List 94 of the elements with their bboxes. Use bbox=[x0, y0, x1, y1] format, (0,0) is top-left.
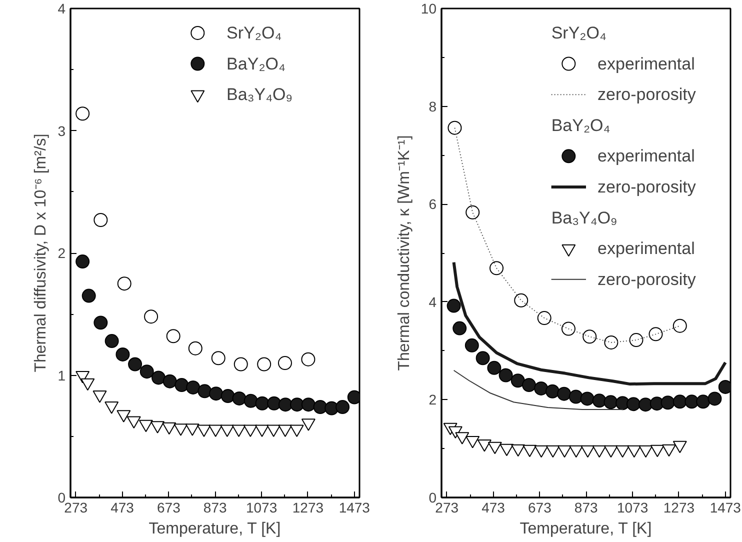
x-tick-label: 873 bbox=[574, 500, 598, 516]
x-tick-label: 673 bbox=[157, 500, 181, 516]
point bbox=[257, 357, 272, 372]
x-tick-label: 273 bbox=[435, 500, 459, 516]
point bbox=[151, 370, 166, 385]
y-tick-label: 10 bbox=[420, 0, 437, 16]
point bbox=[92, 390, 107, 403]
legend-label: zero-porosity bbox=[598, 85, 696, 104]
y-tick-label: 4 bbox=[428, 294, 437, 310]
y-tick-label: 4 bbox=[58, 0, 66, 16]
point bbox=[220, 389, 235, 404]
x-tick-label: 1073 bbox=[246, 500, 278, 516]
point bbox=[128, 357, 142, 372]
point bbox=[166, 329, 180, 344]
point bbox=[209, 386, 224, 401]
y-tick-label: 2 bbox=[58, 245, 66, 261]
point bbox=[188, 341, 202, 356]
x-tick-label: 473 bbox=[482, 500, 506, 516]
point bbox=[278, 398, 292, 412]
legend-label: Ba₃Y₄O₉ bbox=[226, 85, 293, 104]
x-tick-label: 873 bbox=[203, 500, 228, 516]
legend-label: zero-porosity bbox=[598, 270, 696, 289]
point bbox=[162, 374, 177, 388]
point bbox=[185, 424, 200, 436]
point bbox=[255, 396, 270, 410]
point bbox=[232, 424, 246, 438]
x-tick-label: 273 bbox=[64, 500, 88, 516]
point bbox=[138, 420, 153, 432]
point bbox=[232, 391, 246, 406]
point bbox=[76, 254, 90, 269]
annotation: BaY₂O₄ bbox=[551, 116, 610, 135]
legend-label: experimental bbox=[598, 239, 695, 258]
x-axis-title: Temperature, T [K] bbox=[520, 520, 652, 538]
point bbox=[313, 400, 328, 414]
y-tick-label: 0 bbox=[58, 490, 66, 506]
annotation: Ba₃Y₄O₉ bbox=[551, 208, 618, 228]
legend-label: experimental bbox=[598, 54, 695, 74]
x-tick-label: 1273 bbox=[292, 500, 324, 516]
point bbox=[220, 424, 234, 438]
point bbox=[198, 384, 212, 398]
legend-label: BaY₂O₄ bbox=[226, 54, 286, 74]
point bbox=[126, 416, 141, 428]
point bbox=[266, 424, 281, 438]
point bbox=[116, 347, 130, 362]
x-axis-title: Temperature, T [K] bbox=[148, 520, 281, 538]
legend-label: zero-porosity bbox=[598, 177, 696, 196]
point bbox=[116, 410, 131, 422]
point bbox=[267, 396, 282, 410]
point bbox=[162, 422, 176, 435]
point bbox=[211, 351, 226, 366]
point bbox=[94, 316, 108, 330]
point bbox=[104, 402, 119, 414]
annotation: SrY₂O₄ bbox=[551, 23, 606, 42]
x-tick-label: 473 bbox=[110, 500, 134, 516]
point bbox=[174, 378, 189, 392]
y-axis-title: Thermal diffusivity, D x 10⁻⁶ [m²/s] bbox=[32, 134, 50, 372]
point bbox=[144, 310, 158, 324]
point bbox=[117, 276, 132, 291]
point bbox=[278, 424, 292, 438]
y-tick-label: 0 bbox=[428, 490, 437, 506]
point bbox=[150, 421, 165, 434]
point bbox=[94, 213, 108, 227]
point bbox=[290, 424, 304, 438]
y-tick-label: 8 bbox=[428, 98, 437, 114]
point bbox=[186, 380, 200, 394]
y-tick-label: 6 bbox=[428, 196, 437, 212]
point bbox=[278, 356, 292, 370]
y-tick-label: 2 bbox=[428, 392, 437, 408]
point bbox=[301, 352, 316, 366]
y-tick-label: 3 bbox=[58, 122, 66, 139]
point bbox=[244, 394, 258, 408]
point bbox=[301, 398, 316, 412]
point bbox=[196, 424, 211, 438]
point bbox=[255, 424, 270, 438]
point bbox=[208, 424, 223, 438]
x-tick-label: 1273 bbox=[663, 500, 695, 516]
x-tick-label: 1073 bbox=[616, 500, 648, 516]
y-axis-title: Thermal conductivity, κ [Wm⁻¹K⁻¹] bbox=[396, 135, 413, 371]
point bbox=[140, 364, 154, 379]
point bbox=[301, 418, 316, 431]
y-tick-label: 1 bbox=[58, 367, 66, 384]
point bbox=[80, 378, 95, 391]
point bbox=[336, 400, 350, 414]
x-tick-label: 1473 bbox=[710, 500, 742, 516]
point bbox=[243, 424, 258, 438]
point bbox=[104, 334, 119, 348]
x-tick-label: 673 bbox=[528, 500, 552, 516]
point bbox=[174, 424, 188, 436]
point bbox=[290, 398, 304, 412]
x-tick-label: 1473 bbox=[338, 500, 370, 516]
point bbox=[82, 288, 96, 303]
legend-label: experimental bbox=[598, 146, 695, 166]
point bbox=[234, 357, 248, 372]
legend-label: SrY₂O₄ bbox=[226, 23, 282, 42]
